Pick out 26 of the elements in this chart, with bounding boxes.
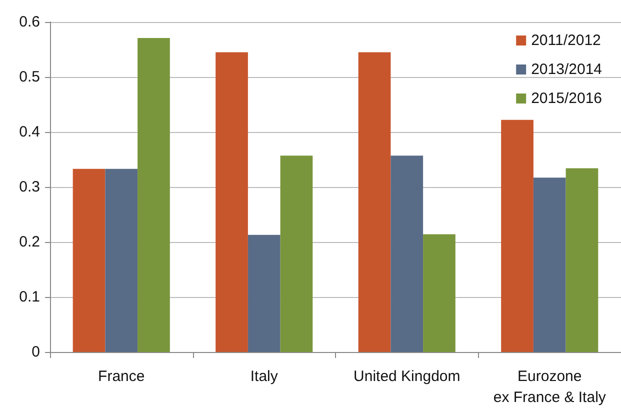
y-tick-label: 0.3 bbox=[19, 178, 40, 196]
bar bbox=[533, 178, 566, 352]
x-tick-label: Italy bbox=[250, 368, 278, 385]
bar bbox=[566, 168, 598, 352]
bar bbox=[280, 156, 313, 352]
y-tick-label: 0.6 bbox=[19, 14, 40, 30]
bar bbox=[358, 52, 391, 352]
y-tick-label: 0 bbox=[32, 344, 40, 360]
bar bbox=[248, 234, 280, 352]
legend-label: 2011/2012 bbox=[531, 32, 601, 49]
x-tick-label: Eurozone ex France & Italy bbox=[493, 368, 606, 406]
y-tick-label: 0.5 bbox=[19, 68, 40, 86]
y-tick-label: 0.4 bbox=[19, 124, 40, 140]
bar bbox=[105, 168, 138, 352]
bar bbox=[390, 156, 424, 352]
x-tick-label: United Kingdom bbox=[354, 368, 460, 385]
bar bbox=[216, 52, 248, 352]
legend-label: 2015/2016 bbox=[531, 90, 602, 107]
y-tick-label: 0.2 bbox=[19, 234, 40, 250]
bar bbox=[138, 38, 170, 352]
x-tick-label: France bbox=[98, 368, 145, 385]
bar bbox=[501, 120, 534, 352]
bar bbox=[423, 234, 456, 352]
y-tick-label: 0.1 bbox=[19, 288, 40, 306]
legend-label: 2013/2014 bbox=[531, 61, 602, 78]
bar bbox=[72, 168, 106, 352]
